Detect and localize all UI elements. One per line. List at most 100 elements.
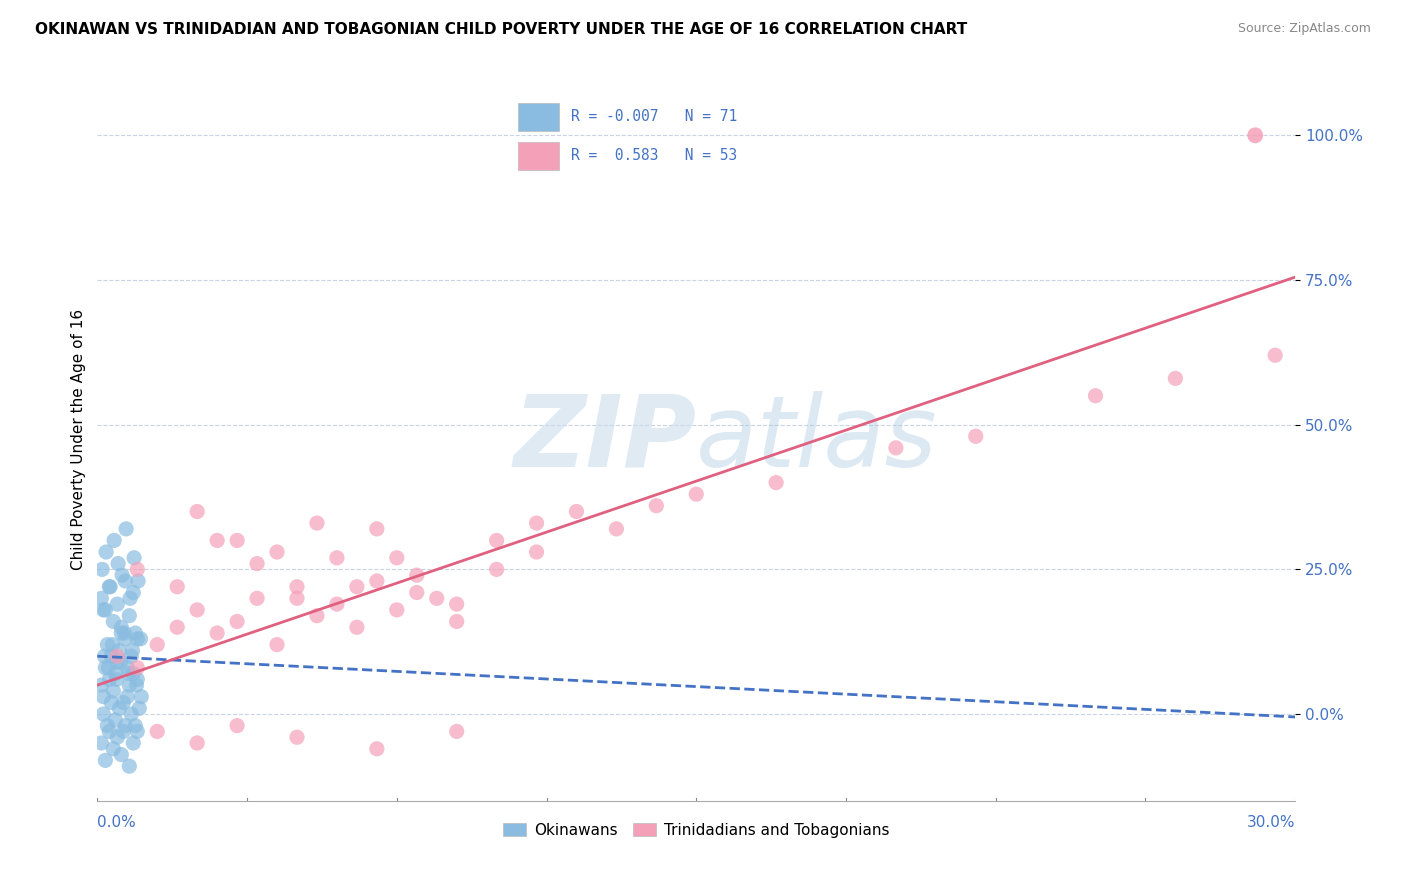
Point xyxy=(266,545,288,559)
Point xyxy=(186,504,208,518)
Point xyxy=(127,661,149,675)
Point xyxy=(166,580,188,594)
Point xyxy=(186,736,208,750)
Point xyxy=(266,638,288,652)
Point xyxy=(105,673,128,687)
Point xyxy=(101,638,124,652)
Point xyxy=(526,545,548,559)
Point xyxy=(326,550,349,565)
Point xyxy=(117,661,139,675)
Point xyxy=(226,615,249,629)
Point xyxy=(146,724,169,739)
Point xyxy=(426,591,449,606)
Point xyxy=(114,632,136,646)
Point xyxy=(127,574,149,588)
Point xyxy=(366,741,388,756)
Point xyxy=(1084,389,1107,403)
Point xyxy=(120,649,142,664)
Point xyxy=(94,753,117,767)
Point xyxy=(100,696,122,710)
Point xyxy=(526,516,548,530)
Point xyxy=(91,603,114,617)
Point xyxy=(96,638,118,652)
Point xyxy=(98,580,121,594)
Text: OKINAWAN VS TRINIDADIAN AND TOBAGONIAN CHILD POVERTY UNDER THE AGE OF 16 CORRELA: OKINAWAN VS TRINIDADIAN AND TOBAGONIAN C… xyxy=(35,22,967,37)
Point xyxy=(128,701,150,715)
Point xyxy=(114,574,136,588)
Point xyxy=(110,747,132,762)
Point xyxy=(124,626,146,640)
Point xyxy=(103,741,125,756)
FancyBboxPatch shape xyxy=(517,103,560,131)
Point xyxy=(346,620,368,634)
Point xyxy=(114,626,136,640)
Point xyxy=(108,643,131,657)
Point xyxy=(121,643,143,657)
Text: 30.0%: 30.0% xyxy=(1247,815,1295,830)
Point xyxy=(100,649,122,664)
Point xyxy=(94,603,117,617)
Point xyxy=(124,719,146,733)
Point xyxy=(120,707,142,722)
Point xyxy=(96,719,118,733)
Point xyxy=(446,597,468,611)
Point xyxy=(285,580,308,594)
Point xyxy=(127,673,149,687)
Point xyxy=(1244,128,1267,143)
Point xyxy=(103,684,125,698)
Point xyxy=(104,666,127,681)
Point xyxy=(645,499,668,513)
Point xyxy=(884,441,907,455)
Point xyxy=(122,585,145,599)
Point xyxy=(1164,371,1187,385)
Point xyxy=(105,597,128,611)
Point xyxy=(110,620,132,634)
Text: R =  0.583   N = 53: R = 0.583 N = 53 xyxy=(571,148,737,163)
Point xyxy=(127,562,149,576)
Point xyxy=(105,649,128,664)
Point xyxy=(91,707,114,722)
Point xyxy=(110,655,132,669)
Point xyxy=(108,701,131,715)
Point xyxy=(565,504,588,518)
Point xyxy=(346,580,368,594)
Point xyxy=(97,661,120,675)
Point xyxy=(485,533,508,548)
Point xyxy=(366,574,388,588)
Point xyxy=(118,608,141,623)
Point xyxy=(125,678,148,692)
Point xyxy=(103,533,125,548)
Point xyxy=(98,580,121,594)
Text: atlas: atlas xyxy=(696,391,938,488)
Point xyxy=(117,690,139,704)
Point xyxy=(103,615,125,629)
Point xyxy=(485,562,508,576)
Text: Source: ZipAtlas.com: Source: ZipAtlas.com xyxy=(1237,22,1371,36)
Point xyxy=(117,666,139,681)
Point xyxy=(226,719,249,733)
Point xyxy=(129,632,152,646)
Point xyxy=(305,516,328,530)
Point xyxy=(305,608,328,623)
Y-axis label: Child Poverty Under the Age of 16: Child Poverty Under the Age of 16 xyxy=(72,309,86,570)
Point xyxy=(118,678,141,692)
Point xyxy=(127,724,149,739)
Point xyxy=(146,638,169,652)
Point xyxy=(385,603,408,617)
Point xyxy=(405,585,427,599)
Point xyxy=(105,730,128,744)
Point xyxy=(405,568,427,582)
Point xyxy=(366,522,388,536)
Point xyxy=(91,690,114,704)
Point xyxy=(122,666,145,681)
Point xyxy=(90,591,112,606)
Point xyxy=(166,620,188,634)
Legend: Okinawans, Trinidadians and Tobagonians: Okinawans, Trinidadians and Tobagonians xyxy=(498,816,896,844)
Text: ZIP: ZIP xyxy=(513,391,696,488)
Point xyxy=(104,713,127,727)
Point xyxy=(122,550,145,565)
Point xyxy=(122,736,145,750)
Point xyxy=(385,550,408,565)
Point xyxy=(112,724,135,739)
Point xyxy=(285,591,308,606)
